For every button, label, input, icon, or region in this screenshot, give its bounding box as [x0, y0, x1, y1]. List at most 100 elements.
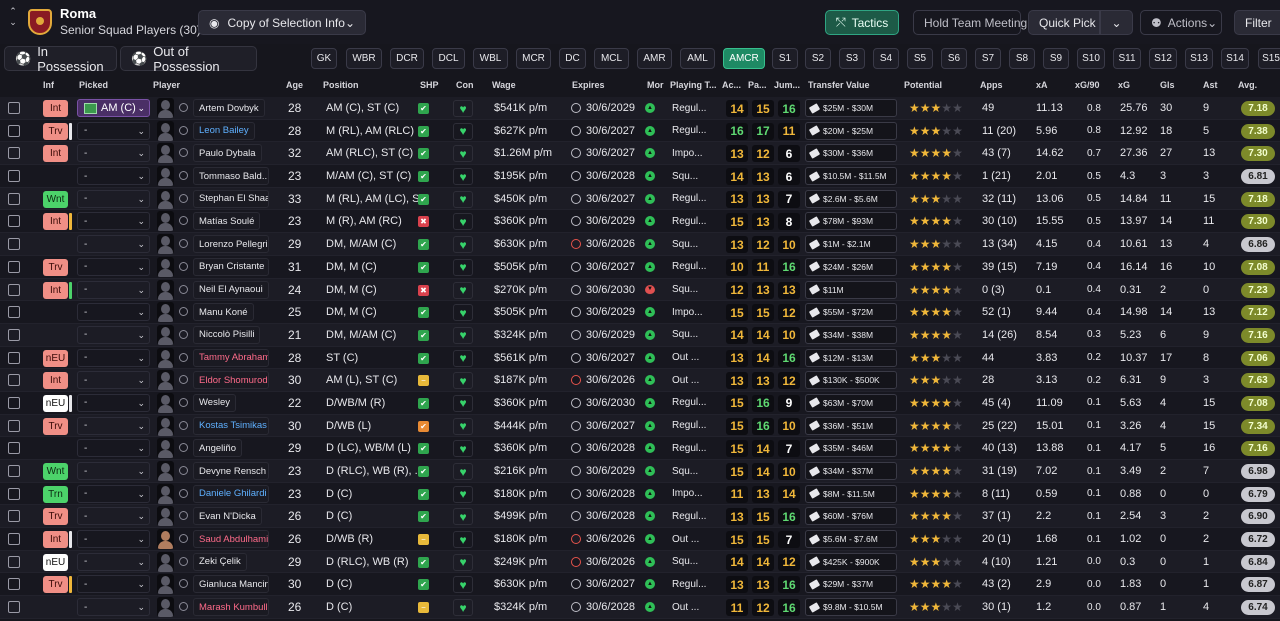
table-row[interactable]: Trv - ⌄ Kostas Tsimikas 30 D/WB (L) ✔ ♥ $444K p/…: [0, 414, 1280, 438]
profile-icon[interactable]: [179, 397, 188, 407]
picked-select[interactable]: - ⌄: [77, 189, 150, 208]
row-checkbox[interactable]: [8, 215, 20, 228]
position-chip-mcr[interactable]: MCR: [516, 48, 551, 69]
player-name[interactable]: Marash Kumbulla: [193, 598, 269, 617]
row-checkbox[interactable]: [8, 147, 20, 160]
picked-select[interactable]: - ⌄: [77, 235, 150, 254]
player-name[interactable]: Lorenzo Pellegrini: [193, 235, 269, 254]
picked-select[interactable]: - ⌄: [77, 552, 150, 571]
player-name[interactable]: Tommaso Bald...: [193, 167, 269, 186]
picked-select[interactable]: - ⌄: [77, 507, 150, 526]
col-avg[interactable]: Avg.: [1238, 80, 1258, 90]
player-name[interactable]: Angeliño: [193, 439, 242, 458]
profile-icon[interactable]: [179, 420, 188, 430]
position-chip-s9[interactable]: S9: [1043, 48, 1069, 69]
table-row[interactable]: - ⌄ Marash Kumbulla 26 D (C) − ♥ $324K p/m 30/6/…: [0, 596, 1280, 619]
profile-icon[interactable]: [179, 443, 188, 453]
position-chip-aml[interactable]: AML: [680, 48, 715, 69]
col-xg[interactable]: xG: [1118, 80, 1131, 90]
position-chip-s14[interactable]: S14: [1221, 48, 1249, 69]
col-wage[interactable]: Wage: [492, 80, 516, 90]
table-row[interactable]: - ⌄ Tommaso Bald... 23 M/AM (C), ST (C) ✔ ♥ $19…: [0, 165, 1280, 188]
position-chip-wbr[interactable]: WBR: [346, 48, 382, 69]
inf-badge[interactable]: nEU: [43, 394, 68, 412]
filter-button[interactable]: Filter: [1234, 10, 1280, 35]
col-apps[interactable]: Apps: [980, 80, 1003, 90]
position-chip-amr[interactable]: AMR: [637, 48, 672, 69]
position-chip-wbl[interactable]: WBL: [473, 48, 508, 69]
picked-select[interactable]: - ⌄: [77, 325, 150, 344]
col-inf[interactable]: Inf: [43, 80, 54, 90]
inf-badge[interactable]: Wnt: [43, 463, 68, 480]
profile-icon[interactable]: [179, 193, 188, 203]
inf-badge[interactable]: Trv: [43, 122, 68, 140]
picked-select[interactable]: - ⌄: [77, 575, 150, 594]
col-transfer-value[interactable]: Transfer Value: [808, 80, 870, 90]
picked-select[interactable]: - ⌄: [77, 121, 150, 140]
profile-icon[interactable]: [179, 511, 188, 521]
position-chip-s3[interactable]: S3: [839, 48, 865, 69]
row-checkbox[interactable]: [8, 419, 20, 432]
col-gls[interactable]: Gls: [1160, 80, 1175, 90]
profile-icon[interactable]: [179, 466, 188, 475]
table-row[interactable]: nEU - ⌄ Wesley 22 D/WB/M (R) ✔ ♥ $360K p/m 30/6/2…: [0, 391, 1280, 415]
picked-select[interactable]: - ⌄: [77, 348, 150, 367]
profile-icon[interactable]: [179, 307, 188, 317]
profile-icon[interactable]: [179, 556, 188, 566]
hold-team-meeting-button[interactable]: Hold Team Meeting: [913, 10, 1027, 35]
position-chip-amcr[interactable]: AMCR: [723, 48, 765, 69]
out-of-possession-tab[interactable]: ⚽ Out of Possession: [120, 44, 257, 74]
col-player[interactable]: Player: [153, 80, 181, 90]
row-checkbox[interactable]: [8, 351, 20, 364]
row-checkbox[interactable]: [8, 374, 20, 387]
profile-icon[interactable]: [179, 352, 188, 362]
actions-button[interactable]: ⚉ Actions ⌄: [1140, 10, 1222, 35]
player-name[interactable]: Paulo Dybala: [193, 144, 262, 163]
col-age[interactable]: Age: [286, 80, 304, 90]
picked-select[interactable]: - ⌄: [77, 212, 150, 231]
profile-icon[interactable]: [179, 579, 188, 589]
tactics-button[interactable]: ⤲ Tactics: [825, 10, 899, 35]
profile-icon[interactable]: [179, 125, 188, 135]
col-ac[interactable]: Ac...: [722, 80, 742, 90]
row-checkbox[interactable]: [8, 238, 20, 251]
player-name[interactable]: Stephan El Shaa...: [193, 189, 269, 208]
table-row[interactable]: Int - ⌄ Saud Abdulhamid 26 D/WB (R) − ♥ $180K p/…: [0, 528, 1280, 551]
picked-select[interactable]: - ⌄: [77, 280, 150, 299]
row-checkbox[interactable]: [8, 328, 20, 341]
profile-icon[interactable]: [179, 284, 188, 294]
row-checkbox[interactable]: [8, 260, 20, 273]
table-row[interactable]: nEU - ⌄ Tammy Abraham 28 ST (C) ✔ ♥ $561K p/m 30/…: [0, 346, 1280, 370]
position-chip-s11[interactable]: S11: [1113, 48, 1141, 69]
inf-badge[interactable]: Trv: [43, 417, 68, 435]
table-row[interactable]: - ⌄ Manu Koné 25 DM, M (C) ✔ ♥ $505K p/m 30/6/20…: [0, 301, 1280, 324]
position-chip-s15[interactable]: S15: [1258, 48, 1280, 69]
table-row[interactable]: Int AM (C) ⌄ Artem Dovbyk 28 AM (C), ST (C) ✔ ♥…: [0, 97, 1280, 120]
col-picked[interactable]: Picked: [79, 80, 109, 90]
picked-select[interactable]: - ⌄: [77, 371, 150, 390]
player-name[interactable]: Leon Bailey: [193, 121, 255, 140]
col-xg90[interactable]: xG/90: [1075, 80, 1100, 90]
profile-icon[interactable]: [179, 375, 188, 385]
position-chip-s7[interactable]: S7: [975, 48, 1001, 69]
col-con[interactable]: Con: [456, 80, 474, 90]
position-chip-s10[interactable]: S10: [1077, 48, 1105, 69]
row-checkbox[interactable]: [8, 487, 20, 500]
row-checkbox[interactable]: [8, 510, 20, 523]
table-row[interactable]: Int - ⌄ Matías Soulé 23 M (R), AM (RC) ✖ ♥ $360K…: [0, 210, 1280, 234]
player-name[interactable]: Evan N'Dicka: [193, 507, 262, 526]
row-checkbox[interactable]: [8, 170, 20, 183]
row-checkbox[interactable]: [8, 192, 20, 205]
picked-select[interactable]: - ⌄: [77, 530, 150, 549]
table-row[interactable]: Wnt -⌄ Stephan El Shaa... 33 M (RL), AM (LC)…: [0, 187, 1280, 211]
position-chip-s8[interactable]: S8: [1009, 48, 1035, 69]
picked-select[interactable]: - ⌄: [77, 257, 150, 276]
col-expires[interactable]: Expires: [572, 80, 605, 90]
row-checkbox[interactable]: [8, 465, 20, 477]
picked-select[interactable]: - ⌄: [77, 144, 150, 163]
col-mor[interactable]: Mor: [647, 80, 664, 90]
picked-select[interactable]: - ⌄: [77, 484, 150, 503]
inf-badge[interactable]: nEU: [43, 553, 68, 571]
position-chip-s13[interactable]: S13: [1185, 48, 1213, 69]
player-name[interactable]: Daniele Ghilardi: [193, 484, 269, 503]
